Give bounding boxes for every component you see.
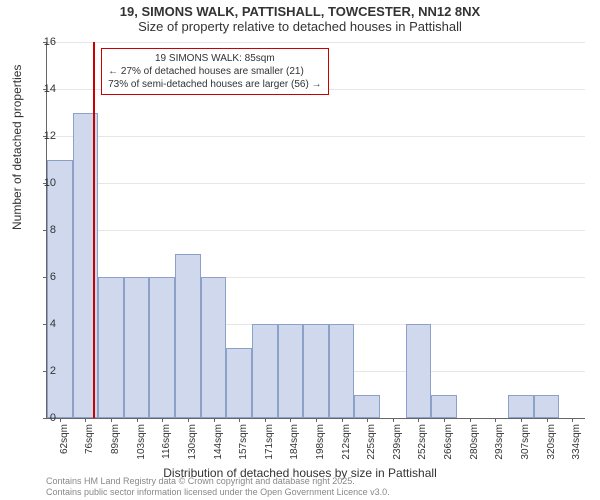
- xtick-mark: [470, 418, 471, 422]
- ytick-label: 12: [44, 130, 56, 142]
- xtick-mark: [342, 418, 343, 422]
- histogram-bar: [303, 324, 329, 418]
- xtick-label: 266sqm: [443, 424, 454, 464]
- xtick-label: 239sqm: [392, 424, 403, 464]
- plot-region: 19 SIMONS WALK: 85sqm← 27% of detached h…: [46, 42, 585, 419]
- xtick-mark: [85, 418, 86, 422]
- xtick-mark: [495, 418, 496, 422]
- xtick-mark: [367, 418, 368, 422]
- xtick-label: 212sqm: [341, 424, 352, 464]
- y-axis-label: Number of detached properties: [10, 65, 24, 230]
- gridline: [47, 230, 585, 231]
- histogram-bar: [508, 395, 534, 419]
- xtick-label: 62sqm: [59, 424, 70, 464]
- histogram-bar: [175, 254, 201, 419]
- xtick-mark: [547, 418, 548, 422]
- xtick-mark: [214, 418, 215, 422]
- xtick-label: 144sqm: [213, 424, 224, 464]
- xtick-mark: [188, 418, 189, 422]
- xtick-mark: [444, 418, 445, 422]
- annotation-line-1: 19 SIMONS WALK: 85sqm: [108, 52, 321, 65]
- xtick-label: 320sqm: [546, 424, 557, 464]
- histogram-bar: [47, 160, 73, 419]
- xtick-label: 334sqm: [571, 424, 582, 464]
- ytick-mark: [43, 418, 47, 419]
- footer-attribution: Contains HM Land Registry data © Crown c…: [46, 476, 390, 498]
- xtick-label: 225sqm: [366, 424, 377, 464]
- histogram-bar: [354, 395, 380, 419]
- gridline: [47, 42, 585, 43]
- xtick-label: 76sqm: [84, 424, 95, 464]
- xtick-label: 198sqm: [315, 424, 326, 464]
- histogram-bar: [149, 277, 175, 418]
- xtick-mark: [393, 418, 394, 422]
- title-line-1: 19, SIMONS WALK, PATTISHALL, TOWCESTER, …: [0, 0, 600, 19]
- xtick-mark: [162, 418, 163, 422]
- chart-container: 19, SIMONS WALK, PATTISHALL, TOWCESTER, …: [0, 0, 600, 500]
- histogram-bar: [201, 277, 227, 418]
- xtick-label: 171sqm: [264, 424, 275, 464]
- gridline: [47, 136, 585, 137]
- xtick-label: 103sqm: [136, 424, 147, 464]
- ytick-label: 0: [50, 412, 56, 424]
- xtick-label: 307sqm: [520, 424, 531, 464]
- xtick-label: 280sqm: [469, 424, 480, 464]
- xtick-label: 293sqm: [494, 424, 505, 464]
- ytick-label: 2: [50, 365, 56, 377]
- ytick-label: 6: [50, 271, 56, 283]
- xtick-mark: [239, 418, 240, 422]
- annotation-line-3: 73% of semi-detached houses are larger (…: [108, 78, 321, 91]
- xtick-mark: [418, 418, 419, 422]
- histogram-bar: [431, 395, 457, 419]
- xtick-label: 89sqm: [110, 424, 121, 464]
- xtick-mark: [316, 418, 317, 422]
- xtick-mark: [572, 418, 573, 422]
- xtick-label: 130sqm: [187, 424, 198, 464]
- histogram-bar: [252, 324, 278, 418]
- histogram-bar: [534, 395, 560, 419]
- xtick-mark: [290, 418, 291, 422]
- footer-line-1: Contains HM Land Registry data © Crown c…: [46, 476, 390, 487]
- xtick-label: 116sqm: [161, 424, 172, 464]
- ytick-label: 8: [50, 224, 56, 236]
- annotation-line-2: ← 27% of detached houses are smaller (21…: [108, 65, 321, 78]
- xtick-mark: [137, 418, 138, 422]
- xtick-label: 252sqm: [417, 424, 428, 464]
- xtick-mark: [265, 418, 266, 422]
- gridline: [47, 183, 585, 184]
- histogram-bar: [278, 324, 304, 418]
- ytick-label: 16: [44, 36, 56, 48]
- histogram-bar: [124, 277, 150, 418]
- xtick-mark: [521, 418, 522, 422]
- xtick-label: 184sqm: [289, 424, 300, 464]
- xtick-mark: [111, 418, 112, 422]
- histogram-bar: [226, 348, 252, 419]
- ytick-label: 4: [50, 318, 56, 330]
- histogram-bar: [406, 324, 432, 418]
- marker-line: [93, 42, 95, 418]
- histogram-bar: [98, 277, 124, 418]
- title-line-2: Size of property relative to detached ho…: [0, 19, 600, 36]
- footer-line-2: Contains public sector information licen…: [46, 487, 390, 498]
- ytick-label: 14: [44, 83, 56, 95]
- chart-area: 19 SIMONS WALK: 85sqm← 27% of detached h…: [46, 42, 584, 418]
- ytick-label: 10: [44, 177, 56, 189]
- histogram-bar: [329, 324, 355, 418]
- annotation-box: 19 SIMONS WALK: 85sqm← 27% of detached h…: [101, 48, 328, 95]
- xtick-mark: [60, 418, 61, 422]
- xtick-label: 157sqm: [238, 424, 249, 464]
